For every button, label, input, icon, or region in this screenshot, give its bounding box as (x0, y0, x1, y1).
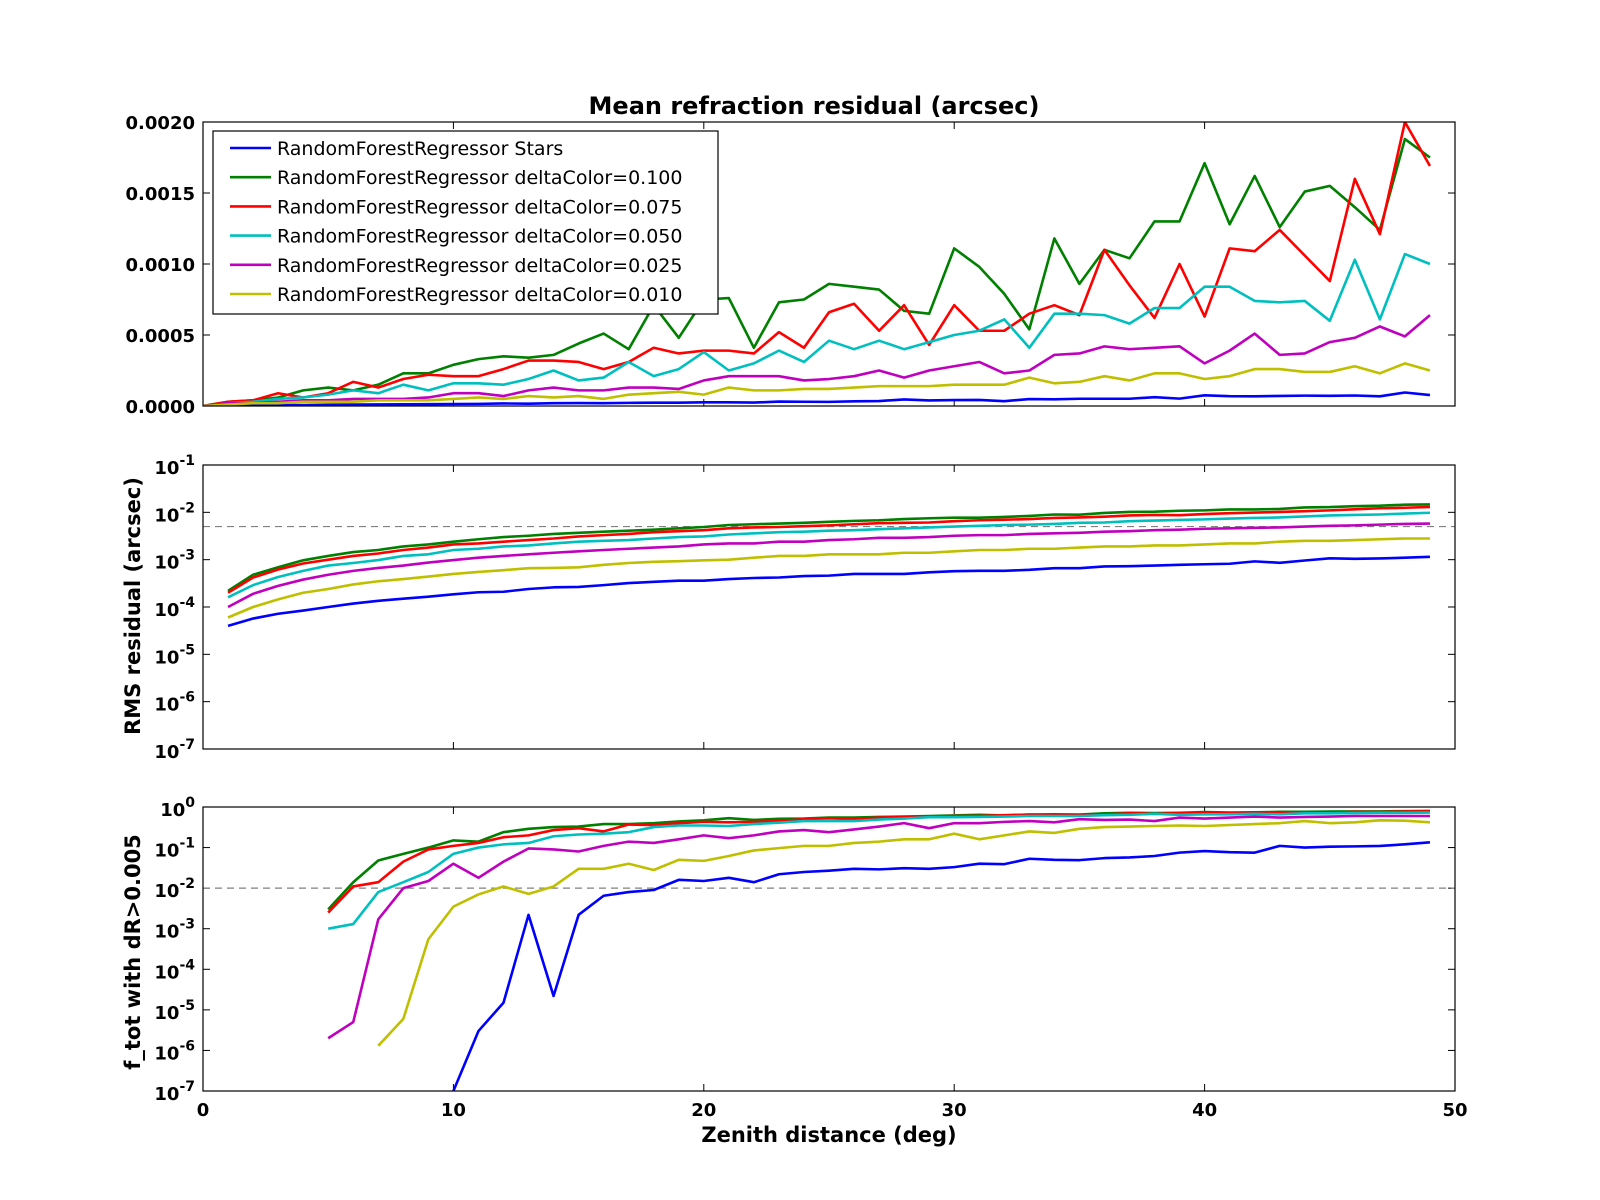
series-line-dc010 (377, 819, 1431, 1047)
series-line-dc100 (203, 137, 1431, 406)
series-line-dc025 (203, 314, 1431, 406)
series-line-dc075 (203, 122, 1432, 406)
y-tick-label: 10-7 (154, 737, 195, 763)
y-tick-label: 10-6 (154, 1038, 195, 1064)
legend-label: RandomForestRegressor deltaColor=0.050 (277, 226, 682, 248)
ftot-panel-ytick-labels: 100 10-1 10-2 10-3 10-4 10-5 10-6 10-7 (154, 795, 195, 1105)
mean-panel-lines (203, 122, 1432, 406)
ftot-panel-frame (202, 806, 1456, 1092)
rms-panel-ytick-labels: 10-1 10-2 10-3 10-4 10-5 10-6 10-7 (154, 453, 195, 763)
rms-panel-frame (202, 464, 1456, 750)
legend-label: RandomForestRegressor deltaColor=0.010 (277, 284, 682, 306)
rms-ylabel: RMS residual (arcsec) (121, 477, 145, 735)
y-tick-label: 10-5 (154, 642, 195, 668)
y-tick-label: 10-1 (154, 836, 195, 862)
legend: RandomForestRegressor Stars RandomForestR… (212, 130, 719, 315)
series-line-dc010 (227, 537, 1430, 619)
y-tick-label: 100 (160, 795, 195, 821)
y-tick-label: 10-5 (154, 998, 195, 1024)
y-tick-label: 10-3 (154, 548, 195, 574)
y-tick-label: 0.0005 (126, 326, 195, 347)
legend-label: RandomForestRegressor deltaColor=0.025 (277, 255, 682, 277)
series-line-dc025 (227, 522, 1430, 609)
x-tick-labels: 0 10 20 30 40 50 (197, 1100, 1468, 1121)
y-tick-label: 10-2 (154, 500, 195, 526)
ftot-panel-lines (203, 809, 1455, 1091)
y-tick-label: 10-4 (154, 595, 195, 621)
series-line-dc025 (327, 814, 1430, 1040)
y-tick-label: 0.0010 (126, 255, 195, 276)
series-line-stars (203, 391, 1431, 406)
series-line-stars (452, 840, 1431, 1091)
y-tick-label: 10-4 (154, 957, 195, 983)
series-line-stars (227, 555, 1431, 628)
legend-label: RandomForestRegressor deltaColor=0.075 (277, 196, 682, 218)
y-tick-label: 0.0020 (126, 113, 195, 134)
x-tick-label: 20 (691, 1100, 716, 1121)
legend-box (212, 130, 719, 315)
mean-panel-frame (202, 121, 1456, 407)
series-line-dc050 (227, 511, 1431, 599)
legend-label: RandomForestRegressor deltaColor=0.100 (277, 167, 682, 189)
panel-rms-residual: 10-1 10-2 10-3 10-4 10-5 10-6 10-7 RMS residua… (121, 453, 1456, 763)
x-tick-label: 10 (441, 1100, 466, 1121)
y-tick-label: 10-7 (154, 1079, 195, 1105)
series-line-dc050 (203, 252, 1431, 406)
panel-mean-residual: Mean refraction residual (arcsec) 0.0000… (126, 92, 1456, 418)
y-tick-label: 0.0015 (126, 184, 195, 205)
series-line-dc010 (203, 362, 1431, 406)
rms-panel-lines (203, 503, 1455, 628)
y-tick-label: 10-3 (154, 917, 195, 943)
y-tick-label: 10-6 (154, 690, 195, 716)
series-line-dc075 (227, 505, 1431, 594)
chart-title: Mean refraction residual (arcsec) (589, 92, 1040, 120)
legend-label: RandomForestRegressor Stars (277, 138, 563, 160)
xlabel: Zenith distance (deg) (701, 1123, 956, 1147)
mean-panel-ytick-labels: 0.0000 0.0005 0.0010 0.0015 0.0020 (126, 113, 195, 418)
ftot-ylabel: f_tot with dR>0.005 (121, 834, 145, 1070)
y-tick-label: 10-2 (154, 876, 195, 902)
series-line-dc100 (227, 503, 1430, 592)
y-tick-label: 0.0000 (126, 397, 195, 418)
panel-f-tot: 100 10-1 10-2 10-3 10-4 10-5 10-6 10-7 0 10 20 30 4… (121, 795, 1468, 1147)
x-tick-label: 50 (1442, 1100, 1467, 1121)
series-line-dc050 (327, 811, 1430, 930)
x-tick-label: 30 (942, 1100, 967, 1121)
x-tick-label: 40 (1192, 1100, 1217, 1121)
y-tick-label: 10-1 (154, 453, 195, 479)
x-tick-label: 0 (197, 1100, 210, 1121)
